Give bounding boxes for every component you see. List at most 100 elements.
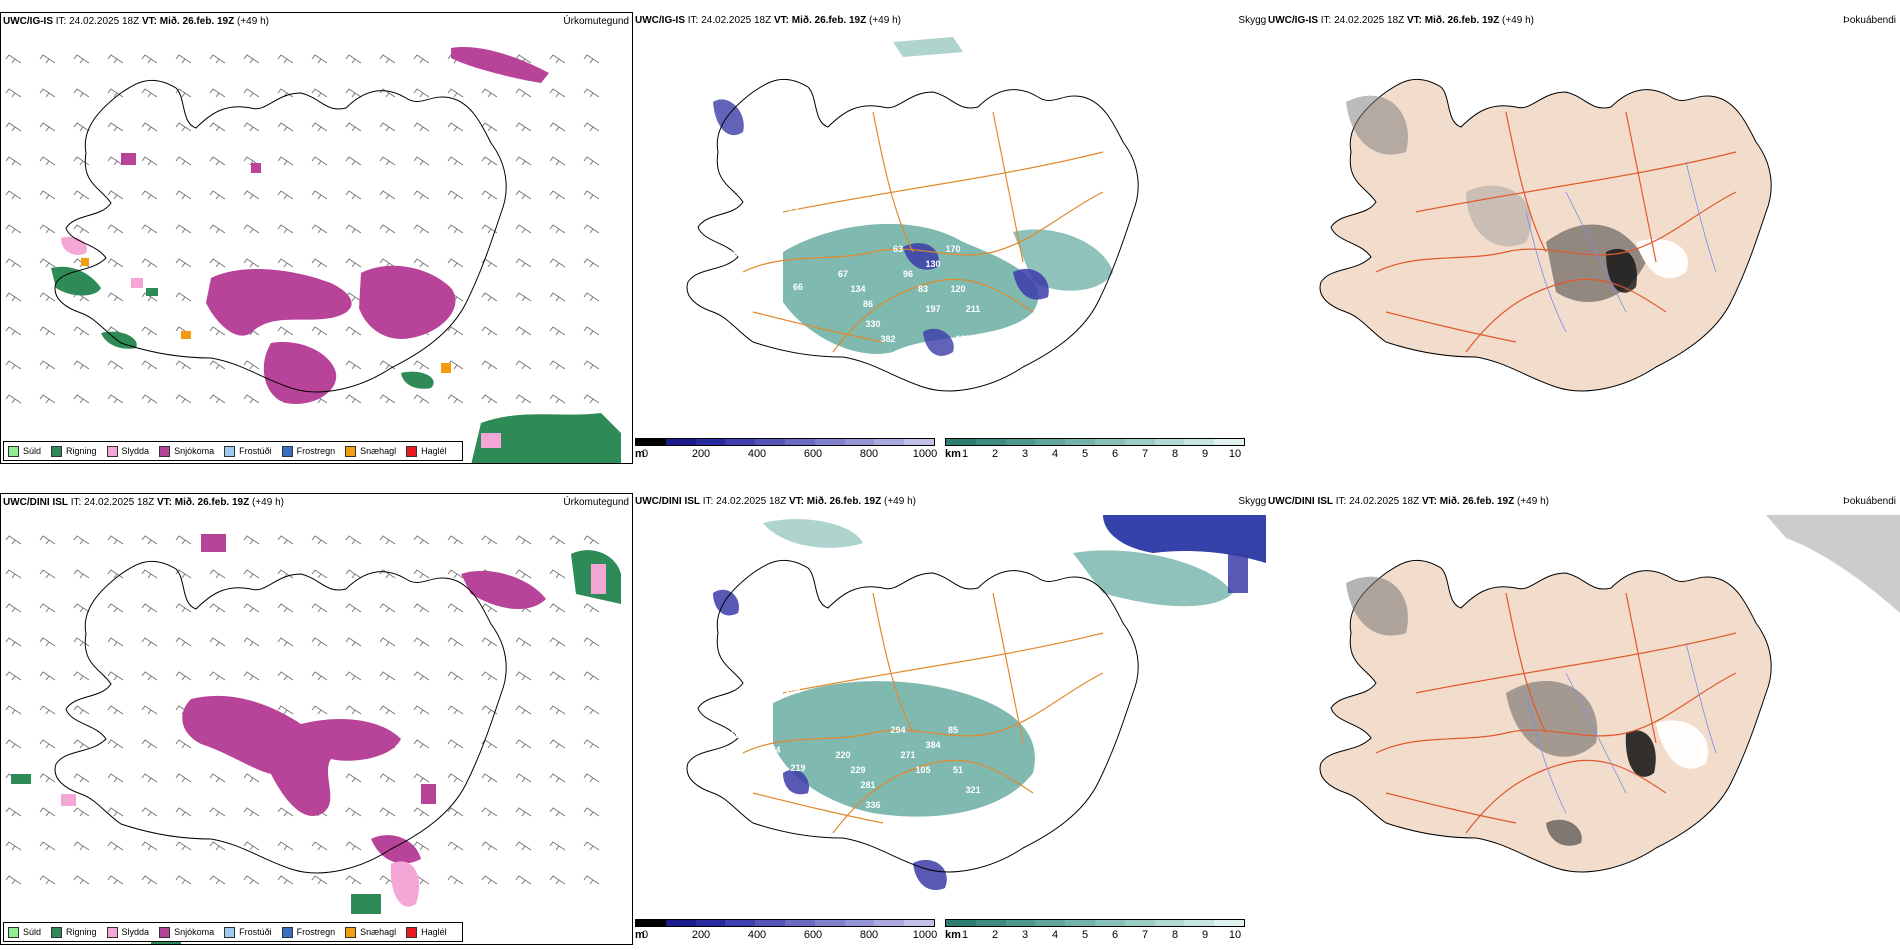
wind-barb (311, 88, 328, 98)
visibility-value: 13 (743, 184, 753, 194)
low-visibility-areas (713, 515, 1266, 891)
rivers (1525, 642, 1717, 814)
road (782, 151, 1104, 213)
wind-barb (549, 156, 566, 166)
wind-barb (549, 671, 566, 681)
wind-barb (175, 807, 192, 817)
wind-barb (345, 224, 362, 234)
wind-barb (481, 190, 498, 200)
wind-barb (209, 88, 226, 98)
wind-barb (379, 88, 396, 98)
wind-barb (209, 773, 226, 783)
wind-barb (39, 88, 56, 98)
wind-barb (481, 156, 498, 166)
panel-title: Þokuábendi (1843, 15, 1896, 26)
snow-areas (121, 47, 549, 404)
wind-barb (413, 258, 430, 268)
wind-barb (311, 671, 328, 681)
legend-item: Snjókoma (159, 926, 214, 938)
wind-barb (515, 258, 532, 268)
visibility-value: 111 (736, 625, 750, 635)
wind-barb (39, 807, 56, 817)
wind-barb (141, 224, 158, 234)
wind-barb (73, 326, 90, 336)
wind-barb (209, 224, 226, 234)
wind-barb (447, 773, 464, 783)
wind-barb (277, 224, 294, 234)
wind-barb (175, 360, 192, 370)
wind-barb (515, 807, 532, 817)
wind-barb (515, 156, 532, 166)
wind-barb (175, 739, 192, 749)
colorbar-tick-label: 10 (1228, 448, 1242, 460)
road (742, 672, 1104, 754)
legend-item: Haglél (406, 445, 447, 457)
colorbar-tick-label: 5 (1081, 929, 1089, 941)
wind-barb (39, 292, 56, 302)
road (1505, 592, 1547, 734)
precip-legend: Súld Rigning Slydda Snjókoma Frostúði Fr… (3, 441, 463, 461)
wind-barb (5, 637, 22, 647)
wind-barb (141, 535, 158, 545)
wind-barb (515, 671, 532, 681)
wind-barb (175, 637, 192, 647)
wind-barb (583, 603, 600, 613)
fog-shading (1346, 95, 1688, 302)
wind-barb (379, 603, 396, 613)
panel-title: Úrkomutegund (563, 497, 629, 508)
wind-barb (141, 807, 158, 817)
wind-barb (379, 773, 396, 783)
road (1385, 311, 1517, 343)
wind-barb (209, 156, 226, 166)
wind-barb (447, 326, 464, 336)
colorbar-tick-label: 7 (1141, 929, 1149, 941)
wind-barb (141, 739, 158, 749)
wind-barb (5, 88, 22, 98)
wind-barb (413, 773, 430, 783)
wind-barb (243, 535, 260, 545)
wind-barb (311, 875, 328, 885)
wind-barb (107, 190, 124, 200)
visibility-km-ticks: 1 2 3 4 5 6 7 8 9 10 (962, 929, 1245, 941)
wind-barb (549, 875, 566, 885)
wind-barb (311, 705, 328, 715)
wind-barb (39, 773, 56, 783)
panel-title: Skyggni (1238, 15, 1266, 26)
wind-barb (175, 569, 192, 579)
wind-barb (413, 122, 430, 132)
panel-header: UWC/IG-IS IT: 24.02.2025 18Z VT: Mið. 26… (3, 16, 269, 27)
colorbar-tick-label: 200 (691, 448, 711, 460)
visibility-value: 15 (788, 204, 798, 214)
fog-index-panel-row2: UWC/DINI ISL IT: 24.02.2025 18Z VT: Mið.… (1266, 493, 1900, 945)
wind-barb (73, 569, 90, 579)
wind-barb (39, 326, 56, 336)
wind-barb (583, 773, 600, 783)
wind-barb (345, 773, 362, 783)
road (992, 111, 1024, 263)
wind-barb (379, 360, 396, 370)
wind-barb (107, 258, 124, 268)
wind-barb (481, 807, 498, 817)
coastline-path (686, 78, 1139, 392)
visibility-value: 294 (890, 725, 905, 735)
visibility-value: 199 (765, 264, 780, 274)
wind-barb (175, 841, 192, 851)
wind-barb (311, 637, 328, 647)
colorbar-tick-label: 8 (1171, 929, 1179, 941)
fog-shading (1346, 576, 1708, 846)
visibility-m-ticks: 0 200 400 600 800 1000 (642, 448, 937, 460)
wind-barb (209, 190, 226, 200)
wind-barb (141, 156, 158, 166)
fog-map (1319, 78, 1772, 392)
visibility-value: 51 (953, 765, 963, 775)
wind-barb (379, 156, 396, 166)
wind-barb (447, 807, 464, 817)
wind-barb (583, 637, 600, 647)
wind-barb (515, 122, 532, 132)
wind-barb (141, 292, 158, 302)
wind-barb (583, 671, 600, 681)
river (1565, 672, 1627, 794)
wind-barb (481, 603, 498, 613)
wind-barb (277, 156, 294, 166)
